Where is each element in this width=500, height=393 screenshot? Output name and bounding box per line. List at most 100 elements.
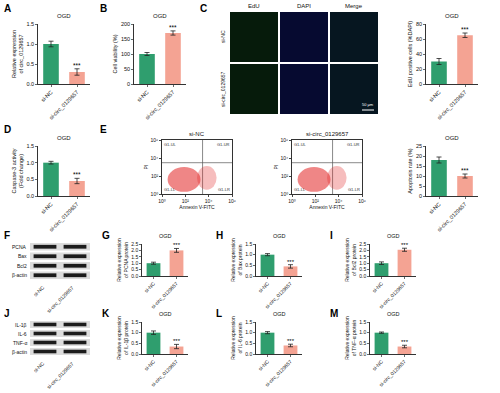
svg-text:10⁶: 10⁶ (358, 198, 366, 204)
svg-text:G1-UR: G1-UR (347, 142, 360, 147)
svg-text:si-circ_0129657: si-circ_0129657 (436, 89, 468, 121)
svg-text:G1-LR: G1-LR (348, 187, 360, 192)
svg-text:si-circ_0129657: si-circ_0129657 (45, 285, 74, 314)
svg-text:10⁶: 10⁶ (281, 137, 289, 143)
svg-text:si-NC: si-NC (428, 201, 442, 215)
svg-text:10⁶: 10⁶ (228, 198, 236, 204)
svg-text:si-circ_0129657: si-circ_0129657 (264, 358, 293, 387)
svg-text:L: L (216, 308, 222, 319)
svg-text:PI: PI (273, 165, 279, 170)
svg-text:Relative expressionof Bax prot: Relative expressionof Bax protein (230, 238, 243, 282)
svg-text:C: C (200, 3, 207, 14)
svg-text:1.5: 1.5 (359, 319, 366, 325)
svg-text:***: *** (169, 24, 177, 31)
svg-text:40: 40 (416, 51, 422, 57)
svg-text:si-NC: si-NC (40, 89, 54, 103)
svg-text:Relative expressionof IL-6 pro: Relative expressionof IL-6 protein (230, 316, 243, 360)
svg-text:2.0: 2.0 (131, 247, 138, 253)
svg-text:OGD: OGD (387, 233, 400, 239)
svg-text:Relative expressionof IL-1β pr: Relative expressionof IL-1β protein (116, 316, 128, 360)
svg-text:1.5: 1.5 (26, 143, 34, 149)
svg-text:G1-LR: G1-LR (218, 187, 230, 192)
svg-text:1.0: 1.0 (245, 329, 252, 335)
svg-text:EdU: EdU (248, 3, 260, 9)
svg-text:Annexin V-FITC: Annexin V-FITC (179, 204, 215, 210)
svg-text:β-actin: β-actin (12, 272, 27, 278)
svg-text:si-NC: si-NC (371, 358, 384, 371)
svg-text:si-NC: si-NC (136, 89, 150, 103)
svg-text:2.0: 2.0 (359, 247, 366, 253)
svg-text:***: *** (73, 62, 81, 69)
svg-text:si-NC: si-NC (143, 358, 156, 371)
svg-text:10⁰: 10⁰ (158, 198, 166, 204)
svg-text:50 μm: 50 μm (362, 102, 374, 107)
svg-text:H: H (216, 230, 223, 241)
svg-text:0.0: 0.0 (26, 193, 34, 199)
svg-text:10⁰: 10⁰ (288, 198, 296, 204)
svg-text:10⁰: 10⁰ (281, 191, 289, 197)
svg-text:si-circ_0129657: si-circ_0129657 (150, 280, 179, 309)
svg-text:IL-6: IL-6 (18, 331, 27, 337)
svg-text:si-circ_0129657: si-circ_0129657 (378, 358, 407, 387)
svg-text:10⁴: 10⁴ (150, 155, 158, 161)
svg-text:PI: PI (143, 165, 149, 170)
svg-text:Cell viability (%): Cell viability (%) (112, 34, 118, 73)
svg-text:20: 20 (416, 153, 422, 159)
svg-text:OGD: OGD (159, 311, 172, 317)
svg-text:si-NC: si-NC (143, 280, 156, 293)
svg-text:si-circ_0129657: si-circ_0129657 (378, 280, 407, 309)
svg-text:5: 5 (419, 183, 422, 189)
svg-text:G: G (102, 230, 110, 241)
svg-text:G1-LL: G1-LL (164, 187, 176, 192)
svg-text:0.5: 0.5 (26, 176, 34, 182)
svg-text:Bcl2: Bcl2 (17, 263, 27, 269)
svg-text:0.0: 0.0 (359, 351, 366, 357)
svg-text:***: *** (173, 242, 181, 248)
svg-text:F: F (4, 230, 10, 241)
svg-text:1.5: 1.5 (245, 241, 252, 247)
svg-text:1.0: 1.0 (131, 329, 138, 335)
svg-text:si-circ_0129657: si-circ_0129657 (45, 361, 74, 390)
svg-text:***: *** (461, 26, 469, 33)
svg-text:si-NC: si-NC (32, 284, 45, 297)
svg-text:0.5: 0.5 (245, 340, 252, 346)
svg-text:0: 0 (419, 81, 422, 87)
svg-text:1.0: 1.0 (359, 329, 366, 335)
svg-text:0.5: 0.5 (359, 266, 366, 272)
svg-text:M: M (330, 308, 338, 319)
svg-text:si-NC: si-NC (32, 360, 45, 373)
svg-text:15: 15 (416, 163, 422, 169)
svg-text:***: *** (461, 167, 469, 174)
svg-text:OGD: OGD (445, 135, 459, 141)
svg-text:20: 20 (416, 66, 422, 72)
svg-text:1.5: 1.5 (131, 319, 138, 325)
svg-text:10⁴: 10⁴ (205, 198, 213, 204)
svg-text:Annexin V-FITC: Annexin V-FITC (309, 204, 345, 210)
svg-text:50: 50 (124, 66, 130, 72)
svg-text:80: 80 (416, 21, 422, 27)
svg-text:150: 150 (121, 36, 130, 42)
svg-text:0.5: 0.5 (26, 61, 34, 67)
svg-text:0.0: 0.0 (131, 351, 138, 357)
svg-text:K: K (102, 308, 110, 319)
svg-text:***: *** (73, 171, 81, 178)
svg-text:DAPI: DAPI (297, 3, 311, 9)
svg-text:OGD: OGD (57, 135, 71, 141)
svg-text:si-circ_0129657: si-circ_0129657 (150, 358, 179, 387)
svg-text:Apoptosis rate (%): Apoptosis rate (%) (407, 148, 413, 193)
svg-text:0.5: 0.5 (359, 340, 366, 346)
svg-text:B: B (100, 3, 107, 14)
svg-text:J: J (4, 308, 10, 319)
svg-text:0.0: 0.0 (26, 81, 34, 87)
svg-text:TNF-α: TNF-α (13, 340, 27, 346)
svg-text:IL-1β: IL-1β (15, 322, 27, 328)
svg-text:G1-UR: G1-UR (217, 142, 230, 147)
svg-text:si-NC: si-NC (257, 280, 270, 293)
svg-text:10⁴: 10⁴ (280, 155, 288, 161)
svg-text:1.5: 1.5 (26, 21, 34, 27)
svg-text:1.5: 1.5 (359, 254, 366, 260)
svg-text:Relative expressionof Bcl2 pro: Relative expressionof Bcl2 protein (344, 238, 357, 282)
svg-text:si-circ_0129657: si-circ_0129657 (144, 89, 176, 121)
svg-text:1.0: 1.0 (26, 160, 34, 166)
svg-text:25: 25 (416, 143, 422, 149)
